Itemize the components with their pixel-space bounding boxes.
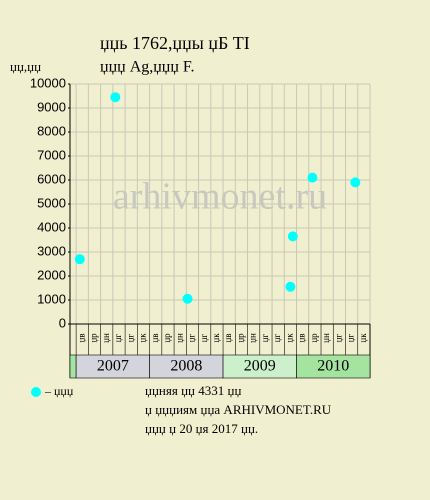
data-point bbox=[287, 231, 298, 242]
y-tick-label: 0 bbox=[59, 315, 66, 330]
x-tick-label: џр bbox=[309, 333, 319, 343]
chart-subtitle: џџџ Ag,џџџ F. bbox=[100, 59, 195, 76]
x-tick-label: џн bbox=[174, 333, 184, 343]
y-tick-label: 5000 bbox=[37, 195, 66, 210]
x-tick-label: џк bbox=[211, 333, 221, 343]
y-tick-label: 8000 bbox=[37, 123, 66, 138]
x-tick-label: џг bbox=[260, 333, 270, 342]
y-tick-label: 6000 bbox=[37, 171, 66, 186]
y-tick-label: 1000 bbox=[37, 291, 66, 306]
year-lead bbox=[69, 354, 77, 379]
y-tick-label: 10000 bbox=[30, 75, 66, 90]
y-tick-label: 7000 bbox=[37, 147, 66, 162]
y-axis-label: џџ,џџ bbox=[10, 59, 41, 74]
x-tick-label: џр bbox=[235, 333, 245, 343]
chart-title: џџь 1762,џџы џБ TI bbox=[100, 33, 250, 53]
data-point bbox=[285, 281, 296, 292]
y-tick-label: 9000 bbox=[37, 99, 66, 114]
x-tick-label: џн bbox=[248, 333, 258, 343]
x-tick-label: џв bbox=[297, 333, 307, 342]
footer-note: џџџ џ 20 џя 2017 џџ. bbox=[145, 421, 258, 436]
y-tick-label: 3000 bbox=[37, 243, 66, 258]
data-point bbox=[110, 92, 121, 103]
x-tick-label: џг bbox=[199, 333, 209, 342]
legend-label: – џџџ bbox=[44, 384, 74, 398]
year-label: 2010 bbox=[317, 358, 349, 375]
x-tick-label: џг bbox=[346, 333, 356, 342]
x-tick-label: џв bbox=[223, 333, 233, 342]
year-label: 2008 bbox=[170, 358, 202, 375]
x-tick-label: џн bbox=[321, 333, 331, 343]
x-tick-label: џн bbox=[101, 333, 111, 343]
year-label: 2009 bbox=[244, 358, 276, 375]
data-point bbox=[182, 293, 193, 304]
x-tick-label: џк bbox=[138, 333, 148, 343]
legend-marker bbox=[31, 387, 41, 397]
footer-note: џ џџџиям џџа ARHIVMONET.RU bbox=[145, 402, 332, 417]
x-tick-label: џр bbox=[162, 333, 172, 343]
watermark: arhivmonet.ru bbox=[113, 176, 327, 218]
footer-note: џџняя џџ 4331 џџ bbox=[145, 383, 241, 398]
y-tick-label: 4000 bbox=[37, 219, 66, 234]
data-point bbox=[74, 254, 85, 265]
data-point bbox=[307, 172, 318, 183]
x-tick-label: џг bbox=[113, 333, 123, 342]
x-tick-label: џг bbox=[125, 333, 135, 342]
x-tick-label: џг bbox=[333, 333, 343, 342]
x-tick-label: џг bbox=[272, 333, 282, 342]
year-band bbox=[296, 354, 371, 379]
data-point bbox=[350, 177, 361, 188]
x-tick-label: џк bbox=[358, 333, 368, 343]
x-tick-label: џв bbox=[150, 333, 160, 342]
x-tick-label: џг bbox=[187, 333, 197, 342]
year-label: 2007 bbox=[97, 358, 129, 375]
x-tick-label: џр bbox=[89, 333, 99, 343]
y-tick-label: 2000 bbox=[37, 267, 66, 282]
x-tick-label: џк bbox=[284, 333, 294, 343]
x-tick-label: џв bbox=[76, 333, 86, 342]
